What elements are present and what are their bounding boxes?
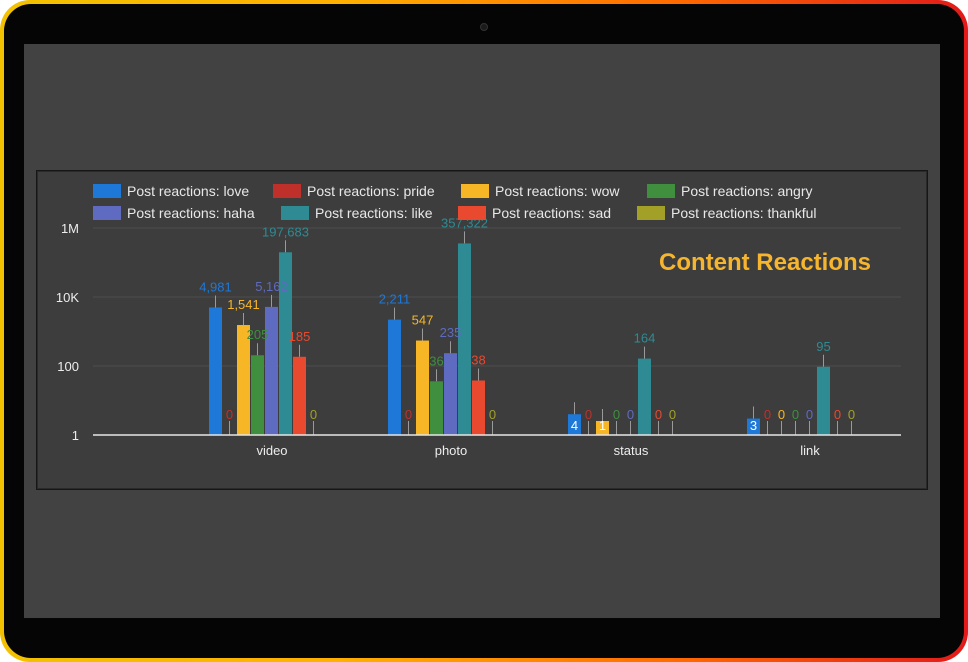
data-label: 0: [764, 407, 771, 422]
x-axis: video photo status link: [256, 443, 820, 458]
legend-label: Post reactions: angry: [681, 183, 813, 199]
bar: [458, 243, 471, 435]
data-label: 0: [655, 407, 662, 422]
y-axis: 1 100 10K 1M: [56, 221, 79, 443]
data-label: 0: [613, 407, 620, 422]
data-label: 0: [405, 407, 412, 422]
legend-swatch: [273, 184, 301, 198]
bar: [817, 366, 830, 435]
bar: [638, 358, 651, 435]
data-label: 0: [585, 407, 592, 422]
legend-label: Post reactions: wow: [495, 183, 620, 199]
y-tick-label: 1: [72, 428, 79, 443]
data-label: 0: [848, 407, 855, 422]
data-label: 0: [226, 407, 233, 422]
data-label: 5,162: [255, 279, 288, 294]
y-tick-label: 1M: [61, 221, 79, 236]
legend-swatch: [93, 206, 121, 220]
bar: [388, 319, 401, 435]
bar: [568, 414, 581, 435]
legend-label: Post reactions: haha: [127, 205, 255, 221]
chart-card: 1 100 10K 1M 4,981 0 1,541 205 5,162 197,683 185 0…: [36, 170, 928, 490]
data-label: 0: [792, 407, 799, 422]
y-tick-label: 10K: [56, 290, 79, 305]
legend-label: Post reactions: love: [127, 183, 249, 199]
data-label: 4,981: [199, 279, 232, 294]
data-label: 547: [412, 313, 434, 328]
bar: [279, 252, 292, 435]
bar: [444, 353, 457, 435]
bar: [430, 381, 443, 435]
legend-swatch: [647, 184, 675, 198]
camera-dot: [480, 23, 488, 31]
data-label: 0: [806, 407, 813, 422]
legend-swatch: [458, 206, 486, 220]
data-label: 1: [599, 418, 606, 433]
data-label: 38: [471, 352, 485, 367]
data-label: 185: [289, 329, 311, 344]
bar: [209, 307, 222, 435]
x-tick-label: status: [614, 443, 649, 458]
data-label: 205: [247, 327, 269, 342]
bars: [209, 243, 830, 435]
x-tick-label: link: [800, 443, 820, 458]
data-label: 164: [634, 331, 656, 346]
bar: [293, 356, 306, 435]
whiskers: [215, 231, 852, 435]
data-label: 0: [834, 407, 841, 422]
data-label: 235: [440, 325, 462, 340]
gridlines: [93, 227, 901, 367]
data-label: 3: [750, 418, 757, 433]
legend-label: Post reactions: sad: [492, 205, 611, 221]
bar: [472, 380, 485, 435]
data-label: 1,541: [227, 297, 260, 312]
bar: [265, 306, 278, 435]
data-label: 0: [627, 407, 634, 422]
data-label: 4: [571, 418, 578, 433]
data-label: 95: [816, 339, 830, 354]
data-label: 0: [489, 407, 496, 422]
x-tick-label: photo: [435, 443, 468, 458]
legend-swatch: [637, 206, 665, 220]
bar: [251, 355, 264, 435]
bar: [747, 418, 760, 435]
bar: [596, 421, 609, 435]
data-label: 36: [429, 353, 443, 368]
legend-label: Post reactions: like: [315, 205, 433, 221]
data-label: 0: [778, 407, 785, 422]
data-label: 0: [310, 407, 317, 422]
legend-label: Post reactions: thankful: [671, 205, 817, 221]
data-label: 197,683: [262, 224, 309, 239]
legend-swatch: [461, 184, 489, 198]
value-labels: 4,981 0 1,541 205 5,162 197,683 185 0 2,211 0 547 3…: [199, 215, 855, 433]
legend-swatch: [281, 206, 309, 220]
x-tick-label: video: [256, 443, 287, 458]
data-label: 0: [669, 407, 676, 422]
bar: [416, 340, 429, 435]
legend-label: Post reactions: pride: [307, 183, 435, 199]
legend: Post reactions: love Post reactions: prid…: [93, 183, 817, 221]
chart-title: Content Reactions: [659, 249, 871, 276]
y-tick-label: 100: [57, 359, 79, 374]
legend-swatch: [93, 184, 121, 198]
data-label: 2,211: [379, 292, 411, 307]
bar: [237, 325, 250, 435]
